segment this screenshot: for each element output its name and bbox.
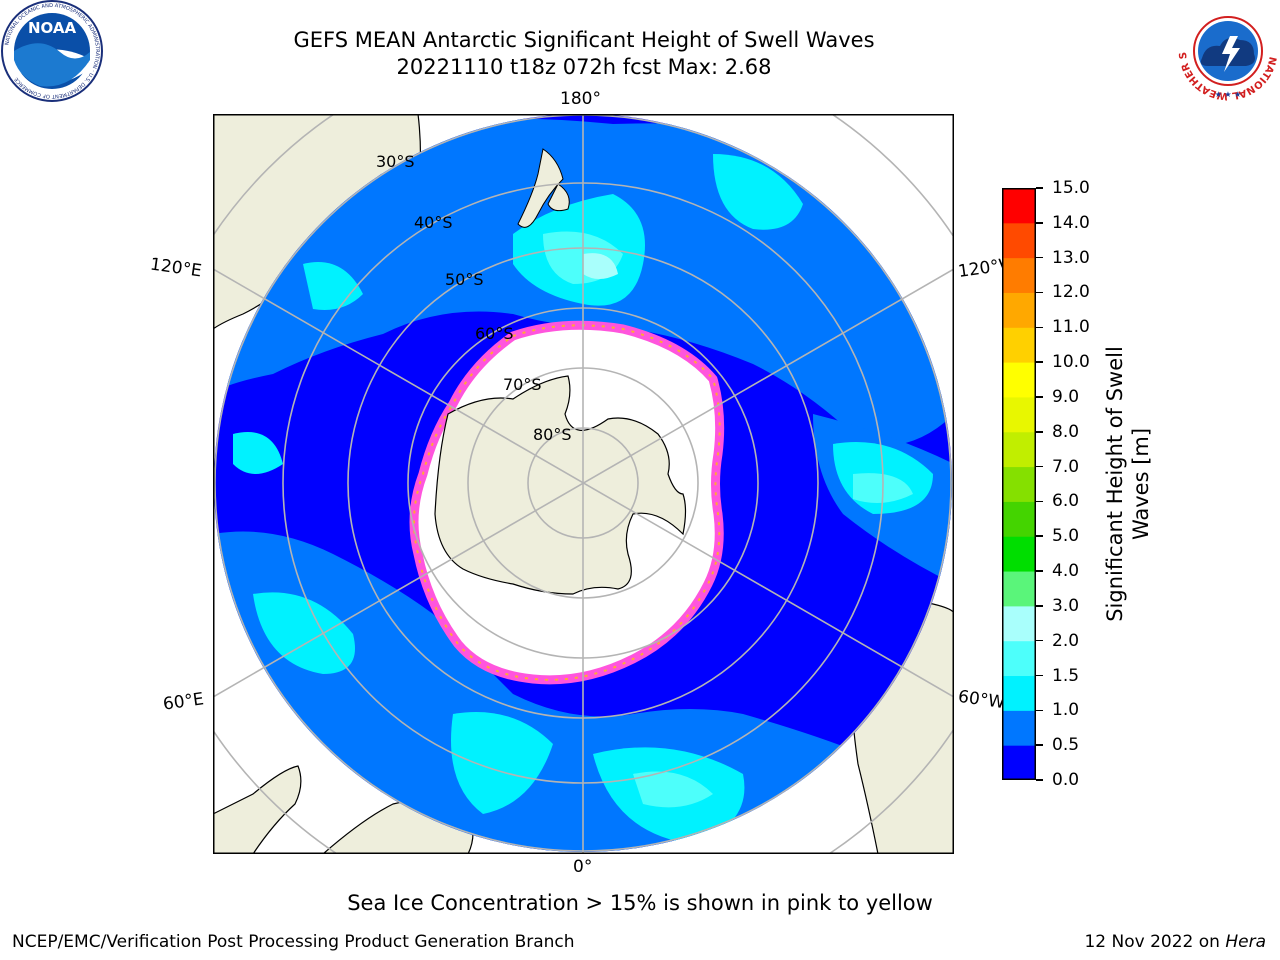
colorbar-tick-label: 7.0 [1052, 456, 1080, 477]
colorbar-tick-label: 0.5 [1052, 735, 1080, 756]
colorbar-tick-label: 5.0 [1052, 526, 1080, 547]
colorbar-tick-mark [1036, 326, 1043, 329]
noaa-logo-text: NOAA [28, 19, 77, 37]
lat-label-70s: 70°S [503, 375, 542, 394]
noaa-logo: NOAA NATIONAL OCEANIC AND ATMOSPHERIC AD… [1, 0, 103, 102]
colorbar-border [1002, 188, 1036, 780]
lon-label-180: 180° [560, 89, 601, 109]
colorbar-tick-mark [1036, 396, 1043, 398]
colorbar-tick-label: 6.0 [1052, 491, 1080, 512]
colorbar-tick-mark [1036, 570, 1043, 572]
colorbar-tick-mark [1036, 361, 1043, 363]
lat-label-30s: 30°S [376, 152, 415, 171]
colorbar-tick-label: 3.0 [1052, 595, 1080, 616]
colorbar-tick-mark [1036, 605, 1043, 607]
lon-label-60e: 60°E [161, 689, 206, 715]
colorbar-tick-label: 9.0 [1052, 386, 1080, 407]
new-zealand [517, 148, 570, 228]
nws-logo: NATIONAL WEATHER SERVICE ★ ★ ★ [1176, 0, 1278, 101]
colorbar-tick-mark [1036, 256, 1043, 259]
colorbar-band [1002, 536, 1036, 572]
lat-label-50s: 50°S [445, 270, 484, 289]
colorbar-tick-label: 14.0 [1052, 212, 1090, 233]
colorbar-band [1002, 362, 1036, 398]
colorbar-band [1002, 675, 1036, 711]
colorbar-band [1002, 710, 1036, 746]
colorbar-tick-label: 15.0 [1052, 178, 1090, 198]
colorbar-band [1002, 222, 1036, 259]
colorbar-band [1002, 605, 1036, 642]
lat-label-60s: 60°S [475, 324, 514, 343]
colorbar-tick-label: 13.0 [1052, 247, 1090, 268]
colorbar-tick-mark [1036, 709, 1043, 712]
colorbar-tick-label: 1.0 [1052, 700, 1080, 721]
colorbar-band [1002, 501, 1036, 537]
colorbar-band [1002, 292, 1036, 328]
colorbar-tick-mark [1036, 222, 1043, 224]
antarctica [434, 375, 687, 595]
colorbar-band [1002, 257, 1036, 293]
swell-2.0-3.0 [583, 253, 618, 279]
lon-label-0: 0° [573, 857, 593, 877]
svg-text:★ ★ ★: ★ ★ ★ [1215, 90, 1242, 99]
colorbar-tick-label: 8.0 [1052, 421, 1080, 442]
colorbar-tick-mark [1036, 744, 1043, 746]
colorbar-band [1002, 327, 1036, 363]
colorbar-tick-mark [1036, 465, 1043, 468]
colorbar-tick-mark [1036, 674, 1043, 677]
chart-subtitle: 20221110 t18z 072h fcst Max: 2.68 [396, 55, 772, 79]
colorbar [1002, 188, 1036, 781]
colorbar-tick-mark [1036, 291, 1043, 294]
lat-label-40s: 40°S [414, 213, 453, 232]
colorbar-tick-mark [1036, 535, 1043, 537]
chart-title: GEFS MEAN Antarctic Significant Height o… [293, 28, 875, 52]
colorbar-tick-label: 0.0 [1052, 770, 1080, 790]
polar-map [213, 114, 954, 854]
colorbar-band [1002, 431, 1036, 468]
colorbar-tick-label: 12.0 [1052, 282, 1090, 303]
colorbar-band [1002, 745, 1036, 781]
run-date-text: 12 Nov 2022 on [1084, 932, 1220, 952]
colorbar-svg [1002, 188, 1036, 781]
colorbar-band [1002, 640, 1036, 677]
colorbar-band [1002, 571, 1036, 607]
colorbar-tick-mark [1036, 431, 1043, 433]
colorbar-band [1002, 466, 1036, 502]
colorbar-tick-label: 4.0 [1052, 561, 1080, 582]
colorbar-label-line1: Significant Height of Swell [1103, 346, 1127, 622]
lon-label-120e: 120°E [148, 254, 203, 282]
lon-label-60w: 60°W [956, 686, 1007, 714]
sea-ice-footnote: Sea Ice Concentration > 15% is shown in … [347, 891, 933, 915]
colorbar-tick-label: 11.0 [1052, 317, 1090, 338]
colorbar-tick-mark [1036, 779, 1043, 781]
colorbar-tick-mark [1036, 187, 1043, 189]
colorbar-label-line2: Waves [m] [1129, 427, 1153, 541]
host-name: Hera [1225, 932, 1266, 952]
colorbar-band [1002, 188, 1036, 224]
colorbar-tick-mark [1036, 500, 1043, 503]
colorbar-tick-mark [1036, 639, 1043, 642]
colorbar-tick-label: 1.5 [1052, 665, 1080, 686]
colorbar-tick-label: 2.0 [1052, 630, 1080, 651]
lat-label-80s: 80°S [533, 425, 572, 444]
colorbar-band [1002, 396, 1036, 433]
colorbar-tick-label: 10.0 [1052, 352, 1090, 373]
run-date: 12 Nov 2022 on Hera [1084, 932, 1266, 952]
branch-credit: NCEP/EMC/Verification Post Processing Pr… [12, 932, 575, 952]
